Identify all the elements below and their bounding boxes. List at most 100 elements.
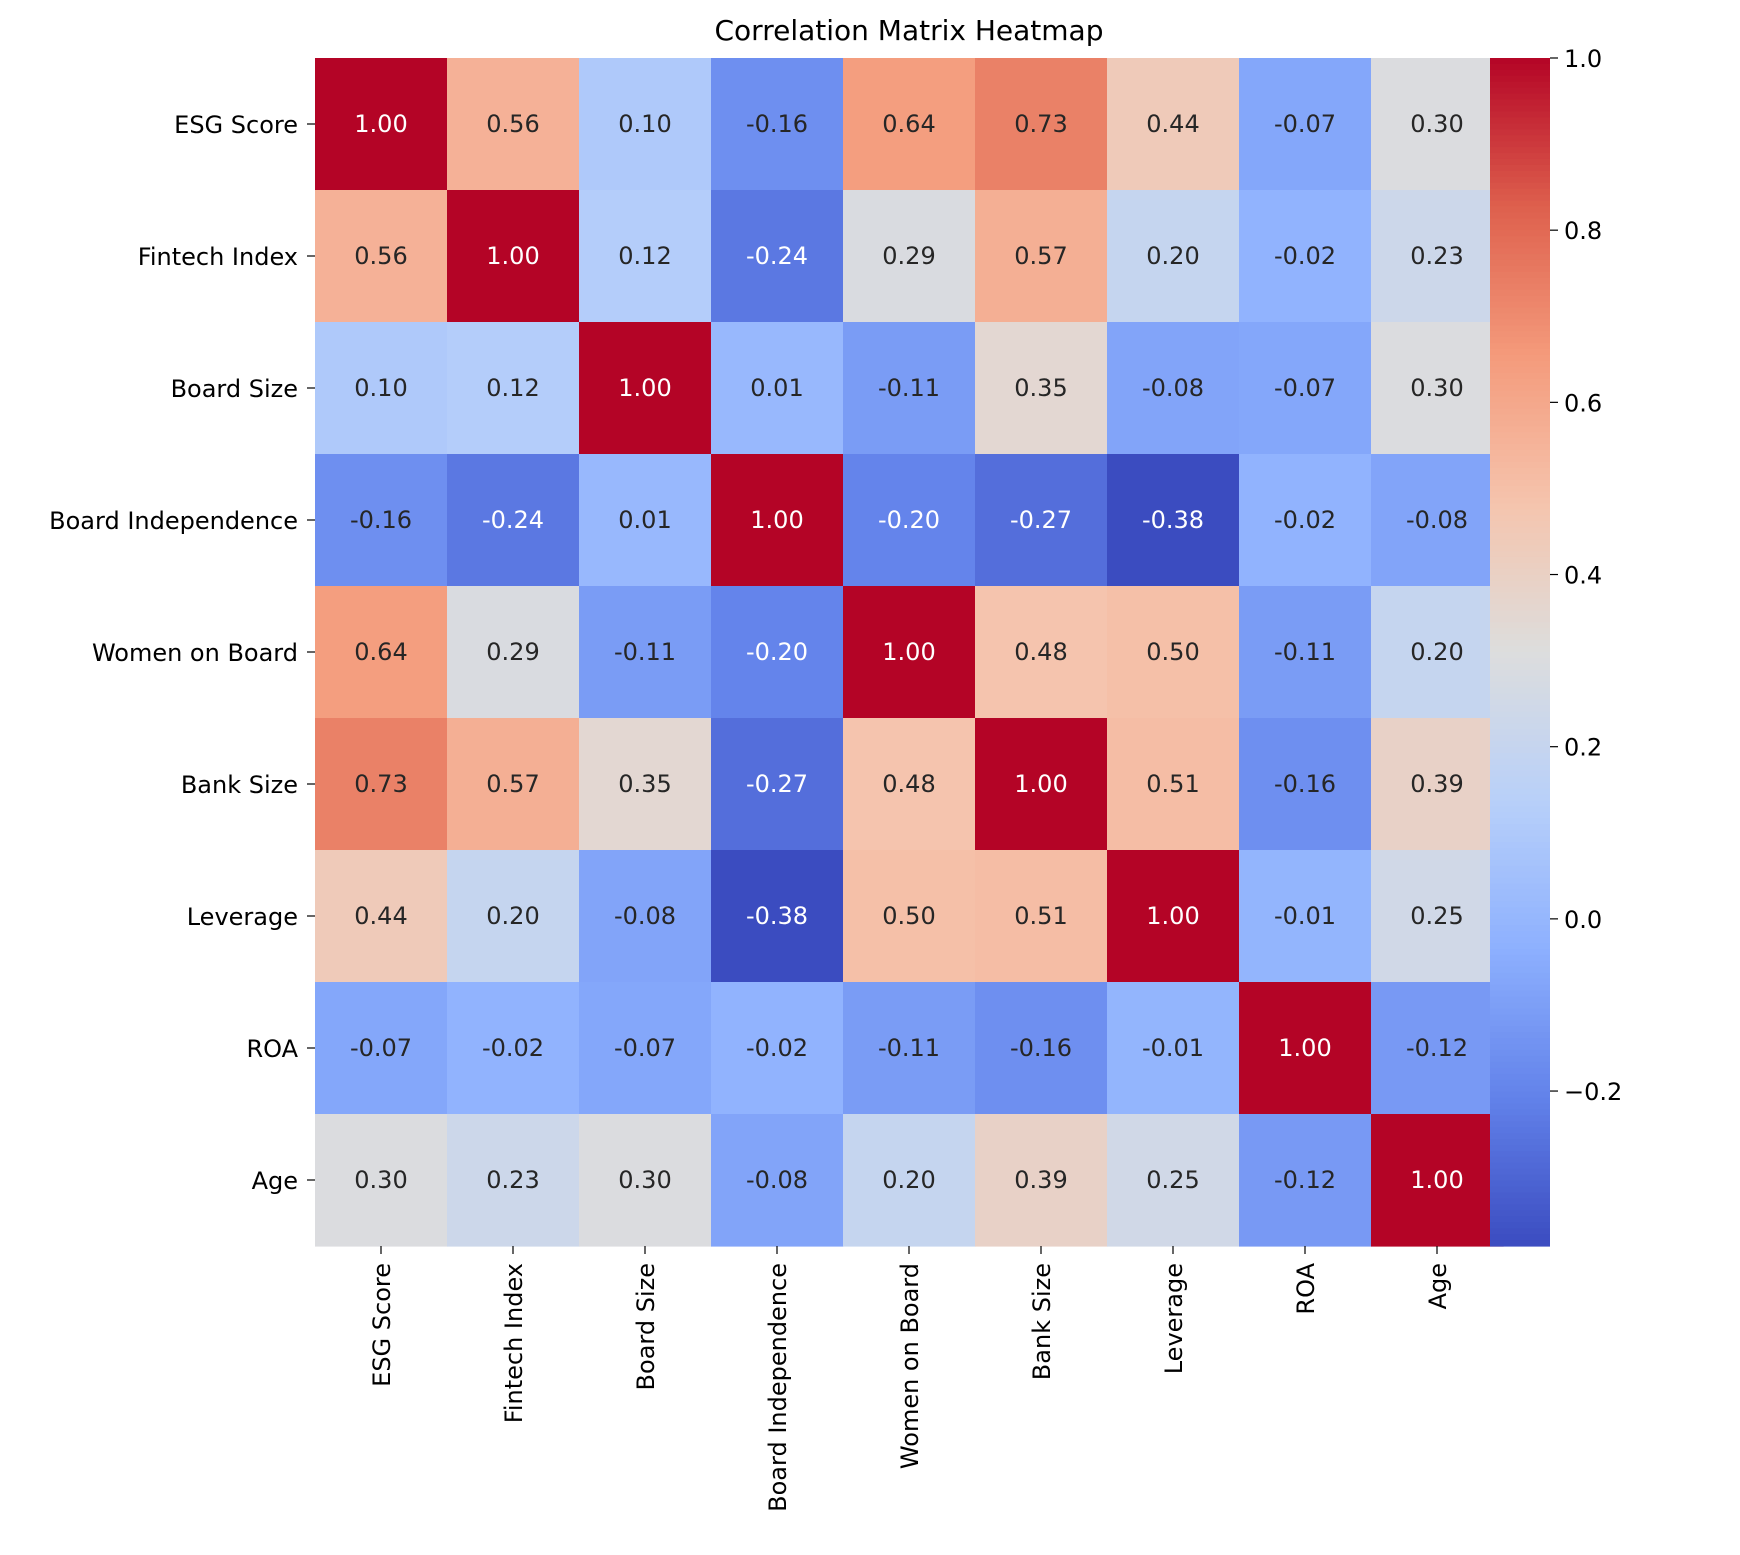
cell-value-label: -0.12 — [1406, 1034, 1468, 1062]
colorbar-segment — [1490, 1198, 1550, 1206]
colorbar-segment — [1490, 1180, 1550, 1188]
colorbar-segment — [1490, 218, 1550, 225]
colorbar-segment — [1490, 758, 1550, 766]
heatmap-cell — [579, 718, 712, 851]
x-tick-label: Bank Size — [1028, 1263, 1056, 1380]
heatmap-cell — [1239, 322, 1372, 455]
colorbar-segment — [1490, 509, 1550, 516]
colorbar-segment — [1490, 562, 1550, 570]
heatmap-cell — [315, 586, 448, 719]
cell-value-label: 0.25 — [1146, 1166, 1199, 1194]
colorbar-segment — [1490, 485, 1550, 493]
cell-value-label: -0.02 — [1274, 242, 1336, 270]
colorbar-segment — [1490, 378, 1550, 386]
heatmap-cell — [1371, 454, 1504, 587]
colorbar-segment — [1490, 1061, 1550, 1069]
colorbar-segment — [1490, 491, 1550, 499]
colorbar-segment — [1490, 925, 1550, 932]
x-tick-label: Women on Board — [896, 1263, 924, 1469]
colorbar-segment — [1490, 75, 1550, 83]
colorbar-segment — [1490, 408, 1550, 415]
heatmap-cell — [1107, 982, 1240, 1115]
colorbar-segment — [1490, 390, 1550, 398]
heatmap-cell — [447, 454, 580, 587]
colorbar-segment — [1490, 1026, 1550, 1033]
colorbar-segment — [1490, 426, 1550, 433]
heatmap-cell — [1239, 850, 1372, 983]
heatmap-cell — [1107, 58, 1240, 191]
colorbar-segment — [1490, 1103, 1550, 1110]
colorbar-segment — [1490, 153, 1550, 160]
colorbar-segment — [1490, 1204, 1550, 1211]
heatmap-cell — [711, 718, 844, 851]
colorbar-segment — [1490, 646, 1550, 653]
colorbar-segment — [1490, 859, 1550, 867]
cell-value-label: 0.44 — [354, 902, 407, 930]
colorbar-segment — [1490, 396, 1550, 404]
colorbar-segment — [1490, 99, 1550, 107]
heatmap-cell — [975, 718, 1108, 851]
colorbar-segment — [1490, 937, 1550, 944]
heatmap-cell — [843, 586, 976, 719]
colorbar-tick-label: 0.0 — [1564, 906, 1602, 934]
heatmap-cell — [843, 718, 976, 851]
cell-value-label: 1.00 — [750, 506, 803, 534]
heatmap-cell — [1107, 454, 1240, 587]
colorbar-segment — [1490, 337, 1550, 344]
colorbar-segment — [1490, 200, 1550, 208]
heatmap-cell — [579, 982, 712, 1115]
colorbar-segment — [1490, 628, 1550, 635]
x-tick-label: Leverage — [1160, 1263, 1188, 1374]
heatmap-cell — [711, 1114, 844, 1247]
colorbar-segment — [1490, 1038, 1550, 1045]
cell-value-label: 0.50 — [882, 902, 935, 930]
cell-value-label: -0.27 — [1010, 506, 1072, 534]
colorbar-segment — [1490, 1150, 1550, 1158]
colorbar-segment — [1490, 1055, 1550, 1063]
cell-value-label: 0.57 — [1014, 242, 1067, 270]
cell-value-label: 0.29 — [486, 638, 539, 666]
colorbar-tick-label: −0.2 — [1564, 1078, 1622, 1106]
colorbar-segment — [1490, 432, 1550, 439]
heatmap-cell — [843, 58, 976, 191]
y-tick-label: Leverage — [187, 903, 298, 931]
x-tick-label: ESG Score — [368, 1263, 396, 1387]
colorbar-segment — [1490, 669, 1550, 677]
colorbar-segment — [1490, 830, 1550, 837]
colorbar-segment — [1490, 164, 1550, 172]
colorbar-segment — [1490, 158, 1550, 166]
colorbar-segment — [1490, 473, 1550, 481]
heatmap-cell — [447, 982, 580, 1115]
cell-value-label: -0.16 — [350, 506, 412, 534]
colorbar-segment — [1490, 622, 1550, 629]
colorbar-segment — [1490, 93, 1550, 101]
heatmap-cell — [1107, 850, 1240, 983]
colorbar-tick-label: 0.6 — [1564, 389, 1602, 417]
colorbar-segment — [1490, 58, 1550, 65]
colorbar-segment — [1490, 747, 1550, 754]
cell-value-label: 0.56 — [354, 242, 407, 270]
x-axis: ESG Score Fintech Index Board Size Board In… — [368, 1246, 1452, 1512]
heatmap-cell — [711, 586, 844, 719]
cell-value-label: -0.12 — [1274, 1166, 1336, 1194]
cell-value-label: -0.07 — [350, 1034, 412, 1062]
colorbar-segment — [1490, 1032, 1550, 1039]
colorbar-segment — [1490, 1145, 1550, 1152]
colorbar-segment — [1490, 503, 1550, 511]
heatmap-cell — [843, 850, 976, 983]
cell-value-label: 0.56 — [486, 110, 539, 138]
colorbar-segment — [1490, 1020, 1550, 1027]
colorbar-segment — [1490, 1192, 1550, 1200]
cell-value-label: -0.16 — [1010, 1034, 1072, 1062]
colorbar-segment — [1490, 895, 1550, 903]
colorbar-segment — [1490, 479, 1550, 487]
colorbar-segment — [1490, 842, 1550, 849]
heatmap-cell — [975, 982, 1108, 1115]
y-tick-label: ESG Score — [174, 111, 298, 139]
cell-value-label: 1.00 — [354, 110, 407, 138]
colorbar-segment — [1490, 1228, 1550, 1235]
cell-value-label: 0.10 — [618, 110, 671, 138]
heatmap-cell — [1239, 190, 1372, 323]
heatmap-cell — [579, 190, 712, 323]
heatmap-cell — [1371, 982, 1504, 1115]
